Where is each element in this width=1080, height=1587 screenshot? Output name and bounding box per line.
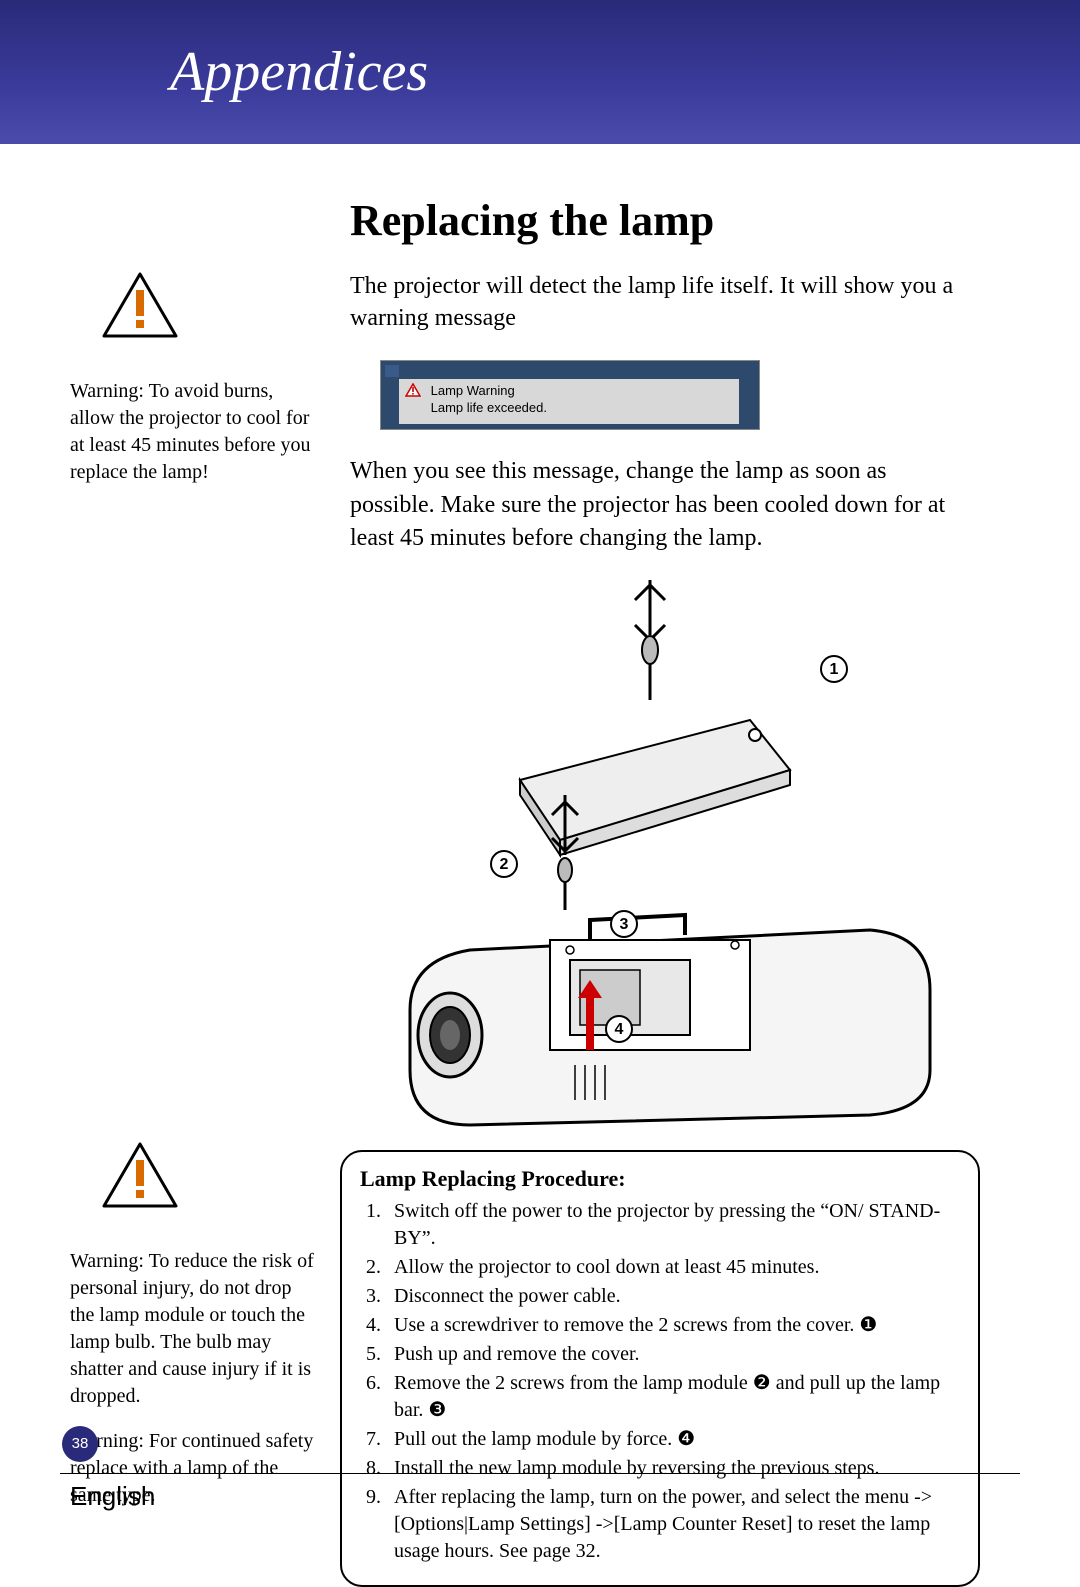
procedure-list: Switch off the power to the projector by… bbox=[360, 1198, 960, 1565]
procedure-step: Disconnect the power cable. bbox=[360, 1283, 960, 1310]
header-title: Appendices bbox=[170, 40, 428, 104]
header-underline bbox=[0, 140, 1080, 144]
sidebar-warning-1-text: Warning: To avoid burns, allow the proje… bbox=[70, 378, 320, 486]
procedure-step: Switch off the power to the projector by… bbox=[360, 1198, 960, 1252]
osd-warning-panel: Lamp Warning Lamp life exceeded. bbox=[399, 379, 739, 424]
osd-corner-tab bbox=[385, 365, 399, 377]
procedure-step: Push up and remove the cover. bbox=[360, 1341, 960, 1368]
diagram-callout-4: 4 bbox=[605, 1015, 633, 1043]
osd-line2: Lamp life exceeded. bbox=[431, 400, 547, 415]
sidebar-warning-2: Warning: To reduce the risk of personal … bbox=[70, 1240, 320, 1509]
diagram-callout-2: 2 bbox=[490, 850, 518, 878]
procedure-step: After replacing the lamp, turn on the po… bbox=[360, 1484, 960, 1565]
footer-rule bbox=[60, 1473, 1020, 1474]
warning-triangle-icon bbox=[100, 1140, 180, 1215]
osd-line1: Lamp Warning bbox=[431, 383, 515, 398]
osd-warning-box: Lamp Warning Lamp life exceeded. bbox=[380, 360, 760, 430]
warning-triangle-icon bbox=[100, 270, 180, 345]
lamp-replacement-diagram: 1 2 3 4 bbox=[390, 580, 950, 1140]
procedure-title: Lamp Replacing Procedure: bbox=[360, 1166, 960, 1192]
intro-paragraph: The projector will detect the lamp life … bbox=[350, 270, 970, 335]
header-band bbox=[0, 0, 1080, 140]
sidebar-warning-1: Warning: To avoid burns, allow the proje… bbox=[70, 370, 320, 486]
page-title: Replacing the lamp bbox=[350, 195, 714, 246]
procedure-step: Allow the projector to cool down at leas… bbox=[360, 1254, 960, 1281]
language-label: English bbox=[70, 1481, 155, 1512]
sidebar-warning-2a-text: Warning: To reduce the risk of personal … bbox=[70, 1248, 320, 1410]
paragraph-2: When you see this message, change the la… bbox=[350, 455, 970, 556]
diagram-callout-1: 1 bbox=[820, 655, 848, 683]
procedure-step: Install the new lamp module by reversing… bbox=[360, 1455, 960, 1482]
procedure-step: Pull out the lamp module by force. ❹ bbox=[360, 1426, 960, 1453]
procedure-step: Use a screwdriver to remove the 2 screws… bbox=[360, 1312, 960, 1339]
diagram-callout-3: 3 bbox=[610, 910, 638, 938]
procedure-step: Remove the 2 screws from the lamp module… bbox=[360, 1370, 960, 1424]
warning-triangle-icon bbox=[405, 383, 421, 400]
procedure-box: Lamp Replacing Procedure: Switch off the… bbox=[340, 1150, 980, 1587]
page-number-badge: 38 bbox=[62, 1426, 98, 1462]
